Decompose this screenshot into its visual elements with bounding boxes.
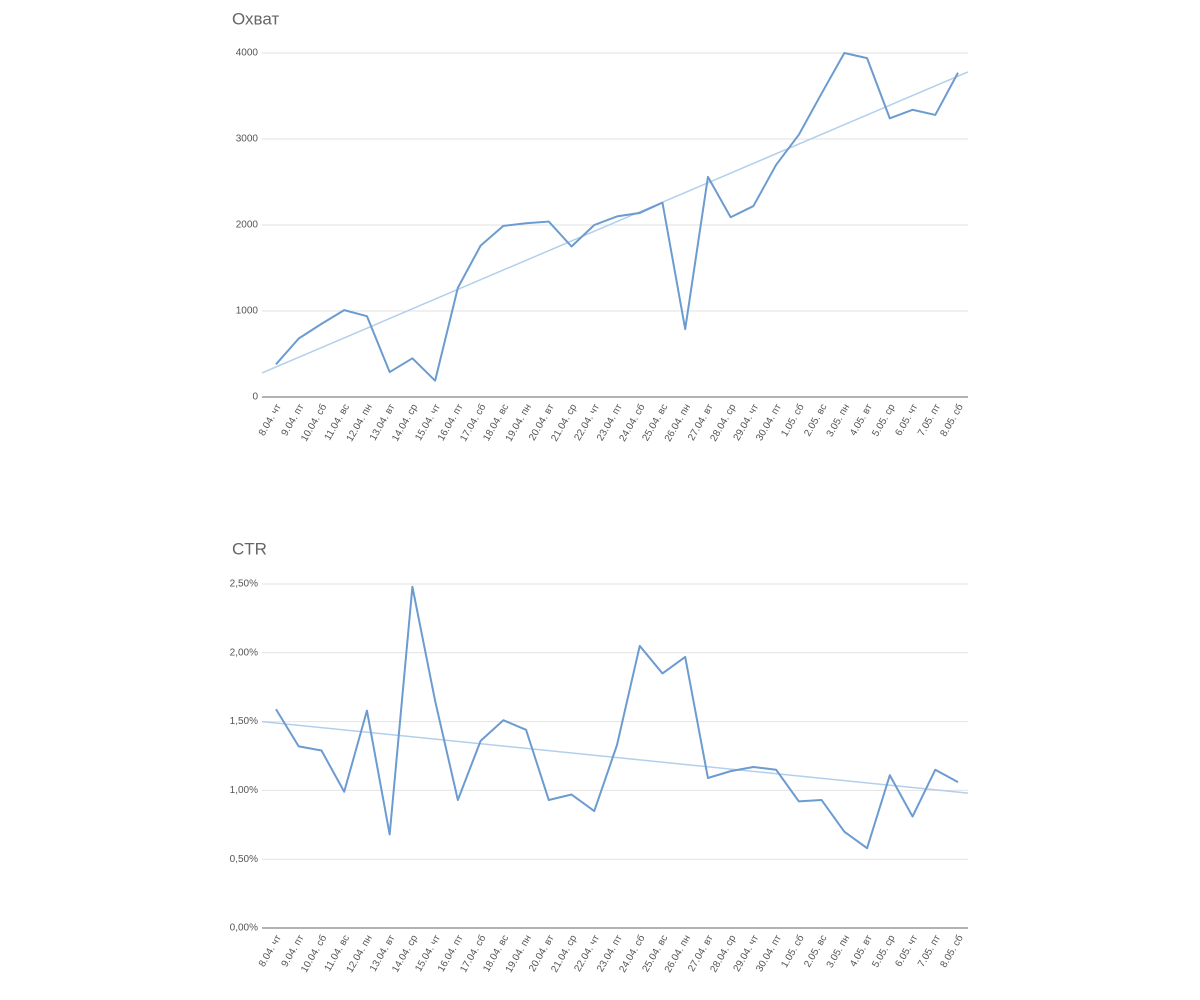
trendline [261,720,969,794]
data-line [275,52,959,382]
y-tick-label: 2,50% [230,579,258,590]
y-tick-label: 0,00% [230,923,258,934]
y-tick-label: 0,50% [230,854,258,865]
y-tick-label: 1,00% [230,785,258,796]
trendline [261,71,969,374]
y-tick-label: 2000 [236,220,259,231]
y-tick-label: 2,00% [230,647,258,658]
y-tick-label: 0 [252,392,258,403]
y-tick-label: 1,50% [230,716,258,727]
chart-title: CTR [232,539,267,558]
data-line [275,585,959,850]
y-tick-label: 1000 [236,306,259,317]
y-tick-label: 3000 [236,134,259,145]
chart-title: Охват [232,9,279,28]
y-tick-label: 4000 [236,48,259,59]
